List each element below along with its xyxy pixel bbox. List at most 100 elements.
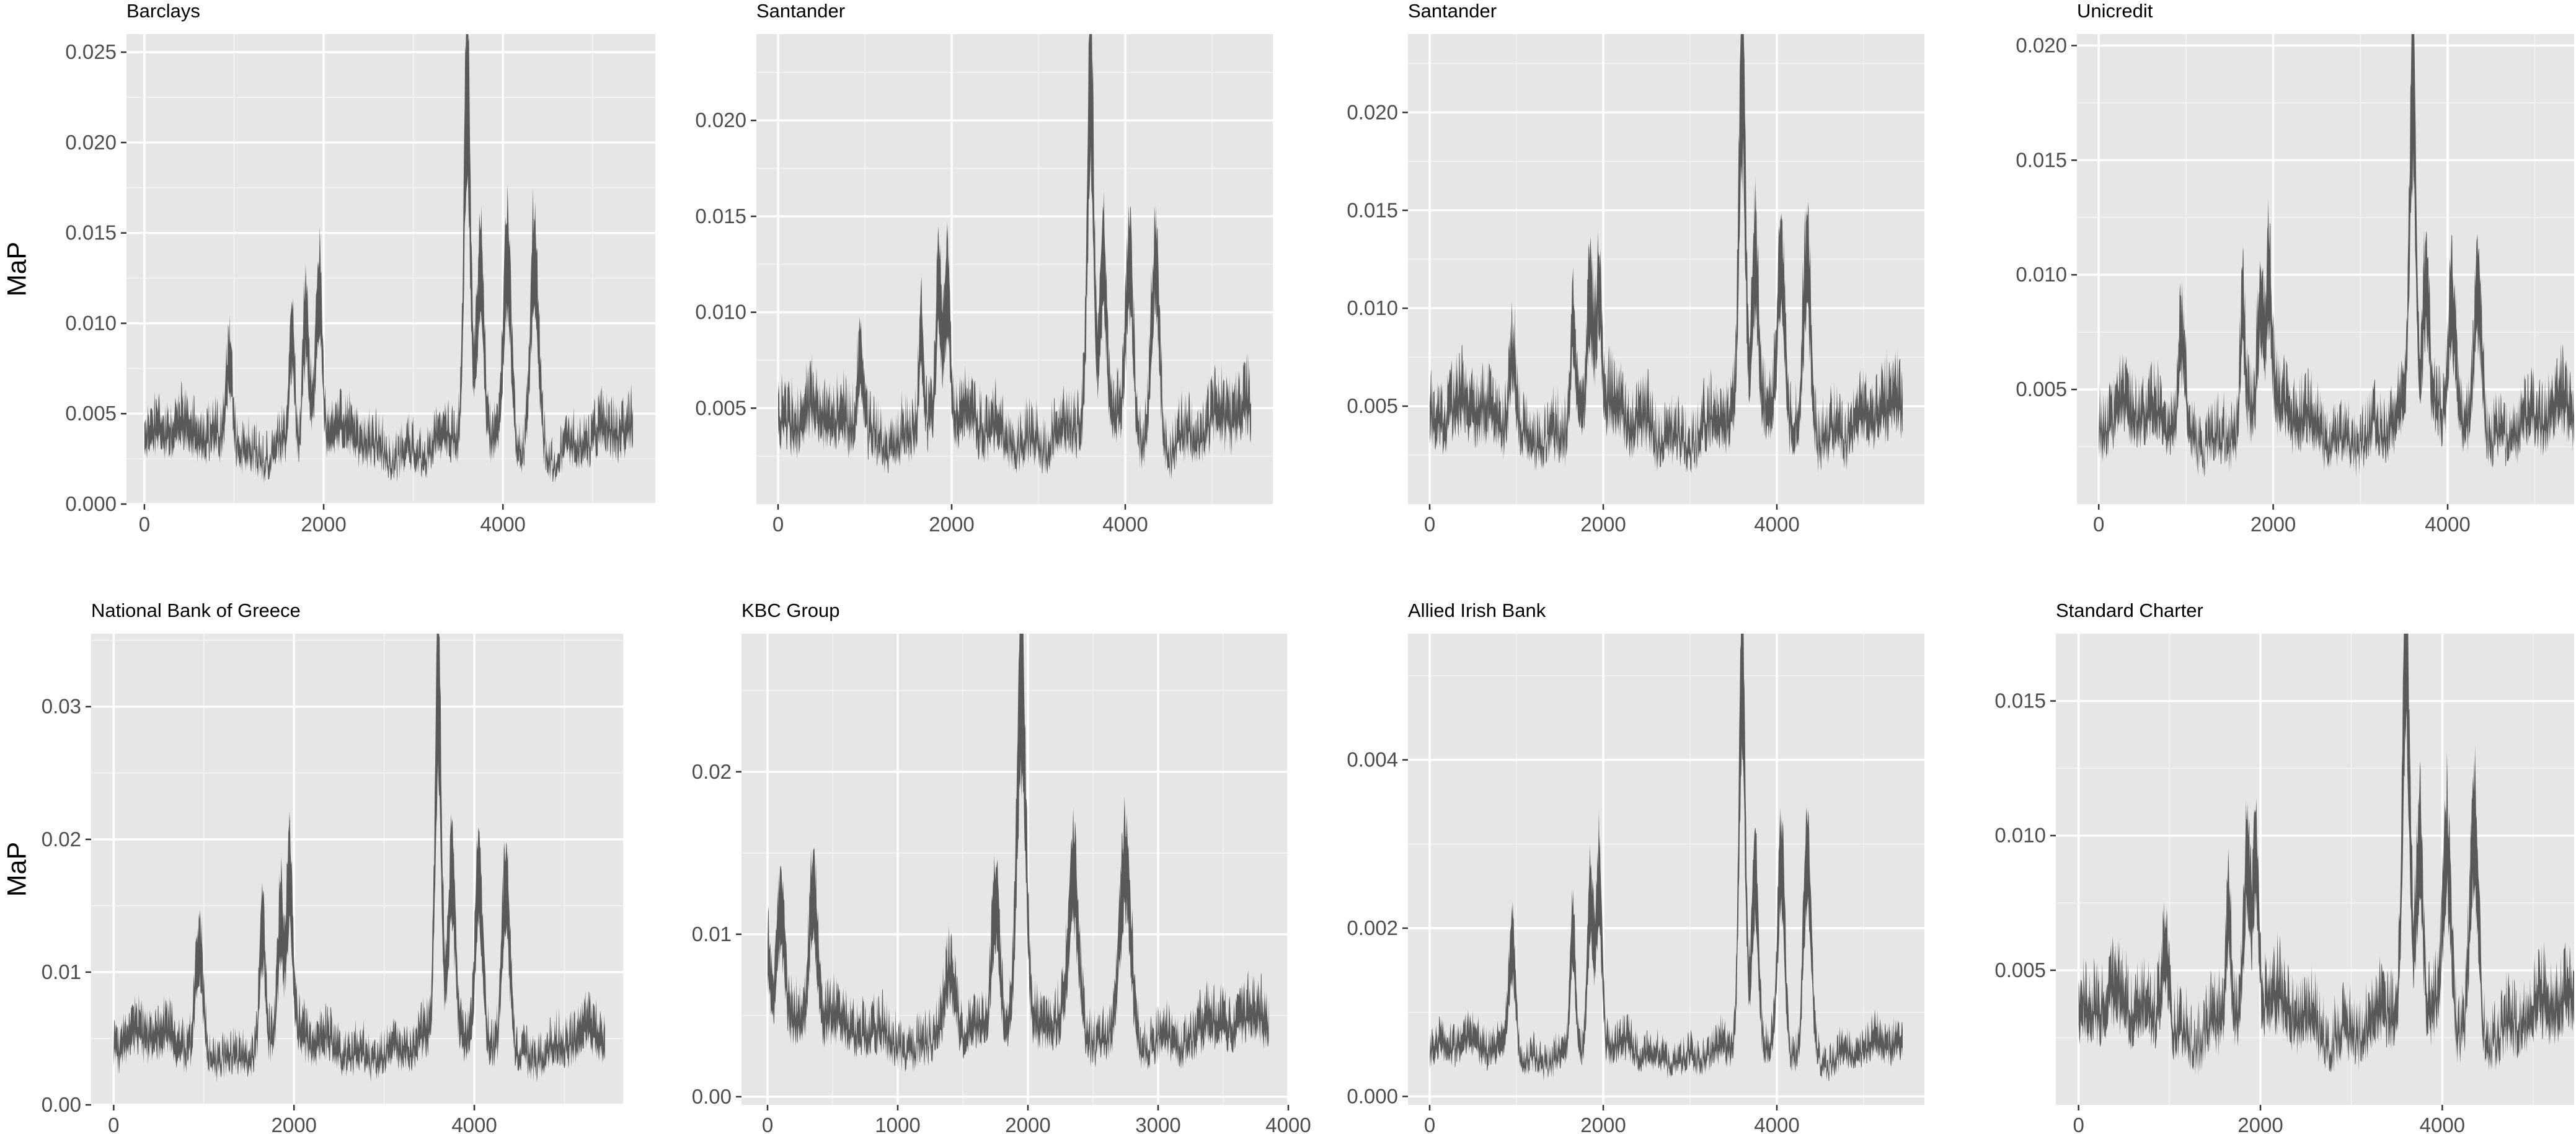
y-tick-label: 0.00: [42, 1093, 81, 1116]
panel-title-barclays: Barclays: [126, 0, 200, 22]
y-tick-label: 0.005: [695, 396, 746, 419]
x-tick-label: 0: [772, 513, 784, 536]
panel-background: [1408, 634, 1924, 1105]
panel-title-santander: Santander: [1408, 0, 1497, 22]
y-tick-label: 0.004: [1347, 748, 1398, 771]
chart-panel-kbc-group: 0.00 0.01 0.02 0 1000 2000 3000 4000 KBC Group: [692, 600, 1311, 1134]
y-axis-title: MaP: [2, 242, 32, 296]
x-axis: 0 2000 4000: [108, 1105, 497, 1134]
y-axis: 0.005 0.010 0.015 0.020: [2016, 33, 2077, 401]
x-axis: 0 2000 4000: [1424, 1105, 1800, 1134]
x-tick-label: 4000: [451, 1114, 497, 1134]
x-tick-label: 2000: [929, 513, 974, 536]
y-tick-label: 0.00: [692, 1085, 732, 1108]
chart-panel-barclays: 0.000 0.005 0.010 0.015 0.020 0.025 0 2000 4000 B…: [65, 0, 655, 536]
y-tick-label: 0.02: [692, 760, 732, 783]
y-tick-label: 0.015: [2016, 148, 2067, 171]
y-tick-label: 0.000: [65, 492, 117, 515]
y-axis: 0.000 0.005 0.010 0.015 0.020 0.025: [65, 40, 126, 515]
x-tick-label: 4000: [1754, 513, 1799, 536]
series-band: [1430, 634, 1903, 1081]
y-tick-label: 0.015: [1994, 689, 2046, 712]
panel-title-santander: Santander: [756, 0, 845, 22]
panel-background: [91, 634, 623, 1105]
x-tick-label: 2000: [1005, 1114, 1050, 1134]
y-tick-label: 0.020: [2016, 33, 2067, 56]
grid-lines: [126, 34, 655, 505]
series-band: [113, 634, 605, 1083]
x-tick-label: 4000: [480, 513, 526, 536]
x-axis: 0 2000 4000: [1424, 504, 1800, 536]
y-axis-title: MaP: [2, 842, 32, 897]
y-axis: 0.00 0.01 0.02: [692, 760, 741, 1108]
y-tick-label: 0.010: [65, 311, 117, 334]
y-axis: 0.00 0.01 0.02 0.03: [42, 695, 91, 1116]
x-tick-label: 3000: [1135, 1114, 1180, 1134]
chart-panel-national-bank-of-greece: 0.00 0.01 0.02 0.03 0 2000 4000 National Bank o…: [42, 600, 623, 1134]
x-tick-label: 2000: [1580, 1114, 1626, 1134]
grid-lines: [1408, 34, 1924, 504]
y-tick-label: 0.03: [42, 695, 81, 718]
x-tick-label: 4000: [1102, 513, 1148, 536]
series-band: [144, 34, 633, 484]
x-tick-label: 4000: [2425, 513, 2470, 536]
series-band: [2078, 634, 2574, 1077]
panel-title-national-bank-of-greece: National Bank of Greece: [91, 600, 301, 621]
panel-title-unicredit: Unicredit: [2077, 0, 2153, 22]
y-tick-label: 0.002: [1347, 916, 1398, 939]
x-tick-label: 2000: [1580, 513, 1626, 536]
x-tick-label: 1000: [875, 1114, 920, 1134]
y-tick-label: 0.005: [1347, 394, 1398, 417]
chart-panel-unicredit: 0.005 0.010 0.015 0.020 0 2000 4000 Unicredit: [2016, 0, 2574, 536]
x-axis: 0 2000 4000: [772, 504, 1148, 536]
series-band: [778, 34, 1251, 480]
chart-panel-santander-1: 0.005 0.010 0.015 0.020 0 2000 4000 Santander: [695, 0, 1273, 536]
x-tick-label: 0: [108, 1114, 119, 1134]
y-tick-label: 0.010: [1347, 296, 1398, 319]
x-tick-label: 2000: [2251, 513, 2296, 536]
x-axis: 0 1000 2000 3000 4000: [762, 1105, 1311, 1134]
x-tick-label: 0: [1424, 513, 1435, 536]
y-axis: 0.005 0.010 0.015 0.020: [695, 109, 756, 419]
x-tick-label: 2000: [271, 1114, 316, 1134]
x-tick-label: 4000: [1265, 1114, 1311, 1134]
grid-lines: [2056, 633, 2574, 1105]
x-tick-label: 4000: [2420, 1114, 2465, 1134]
x-tick-label: 0: [2093, 513, 2104, 536]
y-tick-label: 0.020: [1347, 100, 1398, 123]
y-axis-title-row-1: MaP: [2, 242, 32, 296]
y-tick-label: 0.015: [1347, 198, 1398, 221]
y-tick-label: 0.005: [65, 402, 117, 425]
x-tick-label: 2000: [301, 513, 346, 536]
x-axis: 0 2000 4000: [2073, 1105, 2465, 1134]
y-axis: 0.000 0.002 0.004: [1347, 748, 1408, 1107]
y-tick-label: 0.005: [2016, 378, 2067, 401]
y-tick-label: 0.01: [42, 960, 81, 983]
chart-panel-allied-irish-bank: 0.000 0.002 0.004 0 2000 4000 Allied Irish Ban…: [1347, 600, 1924, 1134]
y-tick-label: 0.015: [65, 221, 117, 244]
x-axis: 0 2000 4000: [2093, 504, 2471, 536]
y-tick-label: 0.01: [692, 923, 732, 946]
y-tick-label: 0.005: [1994, 959, 2046, 981]
x-tick-label: 2000: [2237, 1114, 2283, 1134]
y-tick-label: 0.010: [695, 301, 746, 324]
y-tick-label: 0.025: [65, 40, 117, 63]
y-tick-label: 0.020: [695, 109, 746, 131]
y-axis: 0.005 0.010 0.015 0.020: [1347, 100, 1408, 417]
x-axis: 0 2000 4000: [139, 504, 526, 536]
chart-panel-santander-2: 0.005 0.010 0.015 0.020 0 2000 4000 Santander: [1347, 0, 1924, 536]
y-tick-label: 0.020: [65, 131, 117, 154]
y-tick-label: 0.000: [1347, 1084, 1398, 1107]
y-axis: 0.005 0.010 0.015: [1994, 689, 2056, 981]
x-tick-label: 0: [2073, 1114, 2084, 1134]
grid-lines: [756, 34, 1273, 504]
grid-lines: [1408, 634, 1924, 1105]
series-band: [768, 634, 1269, 1073]
series-band: [2099, 34, 2574, 477]
y-axis-title-row-2: MaP: [2, 842, 32, 897]
panel-title-standard-charter: Standard Charter: [2056, 600, 2203, 621]
y-tick-label: 0.010: [2016, 263, 2067, 286]
x-tick-label: 4000: [1754, 1114, 1799, 1134]
y-tick-label: 0.02: [42, 828, 81, 851]
